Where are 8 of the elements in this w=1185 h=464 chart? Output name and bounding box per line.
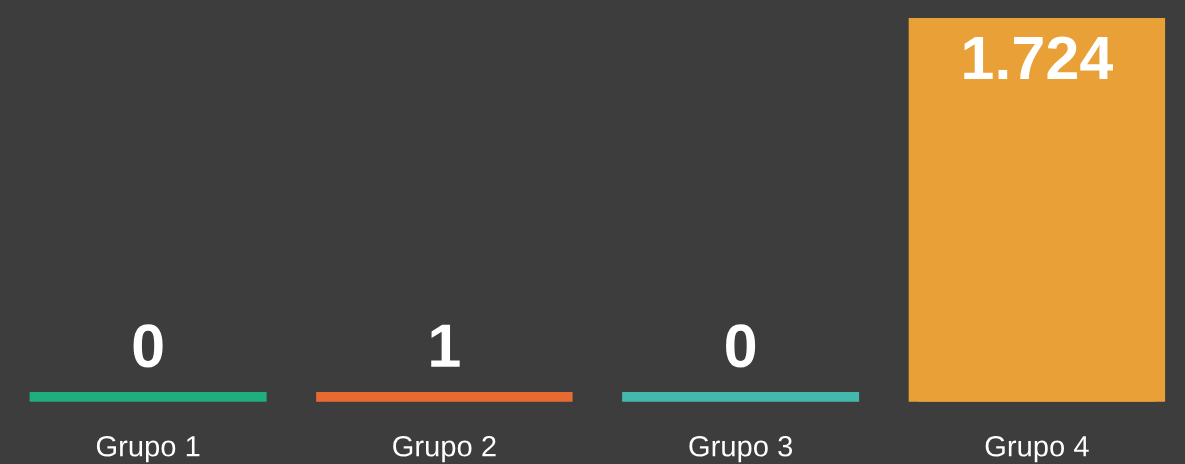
x-tick-label: Grupo 2 (393, 435, 496, 463)
data-label: 0 (726, 324, 756, 368)
data-label: 0 (133, 324, 163, 368)
data-label: 1.724 (964, 36, 1114, 80)
data-label: 1 (431, 324, 460, 367)
x-tick-label: Grupo 1 (96, 435, 200, 463)
x-tick-label: Grupo 3 (689, 435, 793, 463)
x-tick-label: Grupo 4 (985, 435, 1089, 463)
